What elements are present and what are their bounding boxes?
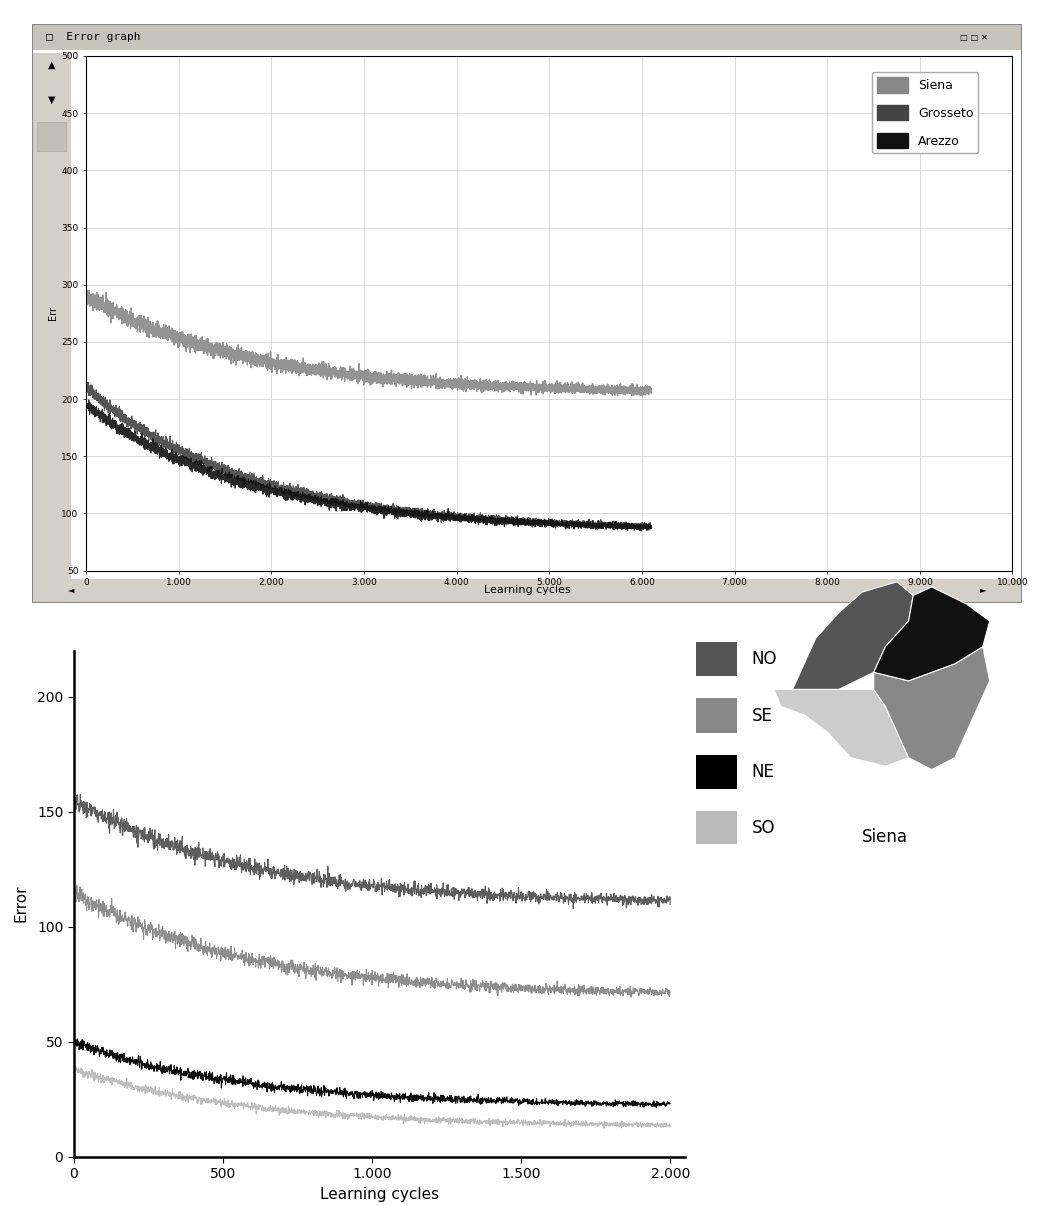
Y-axis label: Error: Error	[14, 884, 28, 923]
X-axis label: Learning cycles: Learning cycles	[319, 1187, 440, 1201]
Polygon shape	[874, 587, 990, 681]
FancyBboxPatch shape	[696, 811, 737, 846]
Text: ▲: ▲	[47, 59, 55, 70]
FancyBboxPatch shape	[32, 24, 1022, 51]
FancyBboxPatch shape	[32, 53, 72, 580]
Text: ►: ►	[979, 586, 985, 594]
Text: ◄: ◄	[69, 586, 75, 594]
Text: Siena: Siena	[862, 829, 909, 846]
FancyBboxPatch shape	[32, 580, 1022, 602]
FancyBboxPatch shape	[696, 754, 737, 789]
FancyBboxPatch shape	[696, 698, 737, 733]
Text: □ □ ✕: □ □ ✕	[960, 33, 988, 42]
FancyBboxPatch shape	[37, 123, 66, 152]
Text: SE: SE	[752, 706, 773, 724]
Text: ▼: ▼	[47, 94, 55, 105]
Text: □  Error graph: □ Error graph	[46, 33, 141, 42]
FancyBboxPatch shape	[696, 642, 737, 676]
Polygon shape	[793, 582, 913, 689]
Polygon shape	[774, 672, 909, 766]
Text: Learning cycles: Learning cycles	[484, 584, 570, 595]
Text: NE: NE	[752, 763, 775, 781]
Text: NO: NO	[752, 651, 777, 668]
Polygon shape	[874, 647, 990, 770]
Text: SO: SO	[752, 819, 775, 837]
